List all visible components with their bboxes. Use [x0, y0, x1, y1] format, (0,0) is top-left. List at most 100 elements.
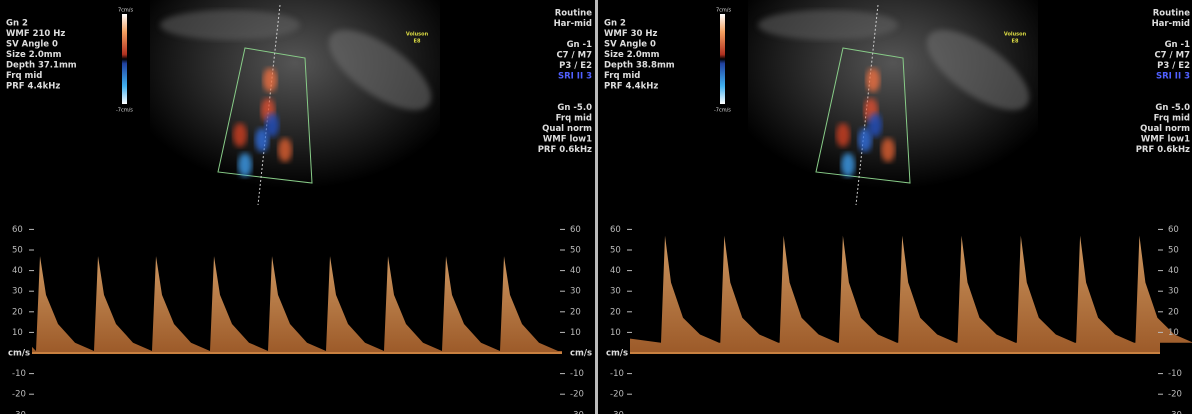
setting-line: Gn -1	[567, 40, 593, 50]
setting-line: Frq mid	[1154, 114, 1190, 124]
color-scale-min: -7cm/s	[714, 108, 731, 114]
logo-model: E8	[1012, 39, 1019, 45]
setting-line: PRF 0.6kHz	[1136, 145, 1190, 155]
param-line: Gn 2	[6, 19, 28, 29]
color-flow	[866, 68, 880, 92]
setting-line: C7 / M7	[556, 51, 592, 61]
tick-label-left: 40	[610, 266, 621, 276]
param-line: SV Angle 0	[6, 40, 58, 50]
color-flow	[265, 113, 279, 137]
tick-label-left: 10	[12, 328, 23, 338]
tick-label-right: 60	[570, 225, 581, 235]
color-flow	[255, 128, 269, 152]
setting-line: Routine	[555, 9, 592, 19]
color-flow	[836, 123, 850, 147]
setting-line: P3 / E2	[1157, 61, 1190, 71]
setting-line: WMF low1	[543, 135, 592, 145]
logo-model: E8	[414, 39, 421, 45]
panel-divider	[595, 0, 598, 414]
doppler-spectrum	[32, 256, 562, 353]
tick-label-left: -10	[12, 369, 26, 379]
tick-label-right: 40	[570, 266, 581, 276]
tissue	[328, 29, 432, 111]
color-scale-max: 7cm/s	[716, 8, 731, 14]
velocity-unit: cm/s	[570, 349, 592, 359]
color-flow	[841, 153, 855, 177]
tick-label-left: 20	[12, 307, 23, 317]
color-flow	[881, 138, 895, 162]
velocity-unit: cm/s	[8, 349, 30, 359]
tick-label-left: 20	[610, 307, 621, 317]
tick-label-left: 60	[610, 225, 621, 235]
color-flow	[263, 68, 277, 92]
color-flow	[233, 123, 247, 147]
logo-brand: Voluson	[406, 32, 429, 38]
tick-label-left: 30	[12, 287, 23, 297]
tick-label-right: 20	[570, 307, 581, 317]
tissue	[160, 10, 300, 40]
param-line: Frq mid	[6, 71, 42, 81]
tick-label-right: 60	[1168, 225, 1179, 235]
color-flow	[278, 138, 292, 162]
doppler-spectrum	[630, 235, 1192, 353]
tick-label-right: -20	[570, 390, 584, 400]
tick-label-right: -30	[1168, 410, 1182, 414]
color-flow	[238, 153, 252, 177]
param-line: Depth 37.1mm	[6, 61, 77, 71]
setting-line: Qual norm	[542, 124, 592, 134]
param-line: WMF 30 Hz	[604, 29, 658, 39]
tick-label-right: -10	[570, 369, 584, 379]
color-bar	[122, 14, 127, 104]
param-line: Size 2.0mm	[604, 50, 660, 60]
tick-label-right: 50	[570, 246, 581, 256]
color-box	[815, 47, 911, 184]
tick-label-right: 30	[1168, 287, 1179, 297]
color-scale-min: -7cm/s	[116, 108, 133, 114]
setting-line: Gn -5.0	[1155, 103, 1190, 113]
logo-brand: Voluson	[1004, 32, 1027, 38]
tick-label-left: -30	[610, 410, 624, 414]
setting-line: PRF 0.6kHz	[538, 145, 592, 155]
param-line: Gn 2	[604, 19, 626, 29]
tick-label-left: -20	[12, 390, 26, 400]
color-bar	[720, 14, 725, 104]
color-flow	[858, 128, 872, 152]
velocity-unit: cm/s	[606, 349, 628, 359]
tick-label-left: 40	[12, 266, 23, 276]
color-scale-max: 7cm/s	[118, 8, 133, 14]
tick-label-right: 40	[1168, 266, 1179, 276]
setting-line: Gn -1	[1165, 40, 1191, 50]
tissue	[926, 29, 1030, 111]
param-line: Depth 38.8mm	[604, 61, 675, 71]
tick-label-right: -10	[1168, 369, 1182, 379]
param-line: PRF 4.4kHz	[6, 82, 60, 92]
setting-line: Qual norm	[1140, 124, 1190, 134]
setting-line: Har-mid	[1152, 19, 1190, 29]
tick-label-left: -20	[610, 390, 624, 400]
color-box	[217, 47, 313, 184]
param-line: SV Angle 0	[604, 40, 656, 50]
setting-line: Gn -5.0	[557, 103, 592, 113]
tick-label-left: 60	[12, 225, 23, 235]
setting-line: SRI II 3	[558, 72, 592, 82]
tick-label-right: 10	[570, 328, 581, 338]
tick-label-right: 10	[1168, 328, 1179, 338]
param-line: PRF 4.4kHz	[604, 82, 658, 92]
tissue	[758, 10, 898, 40]
tick-label-right: 30	[570, 287, 581, 297]
setting-line: P3 / E2	[559, 61, 592, 71]
setting-line: C7 / M7	[1154, 51, 1190, 61]
setting-line: SRI II 3	[1156, 72, 1190, 82]
tick-label-right: -30	[570, 410, 584, 414]
tick-label-right: 20	[1168, 307, 1179, 317]
tick-label-left: -10	[610, 369, 624, 379]
param-line: Size 2.0mm	[6, 50, 62, 60]
tick-label-right: -20	[1168, 390, 1182, 400]
setting-line: Frq mid	[556, 114, 592, 124]
setting-line: Routine	[1153, 9, 1190, 19]
setting-line: Har-mid	[554, 19, 592, 29]
tick-label-right: 50	[1168, 246, 1179, 256]
tick-label-left: 50	[12, 246, 23, 256]
tick-label-left: -30	[12, 410, 26, 414]
param-line: Frq mid	[604, 71, 640, 81]
